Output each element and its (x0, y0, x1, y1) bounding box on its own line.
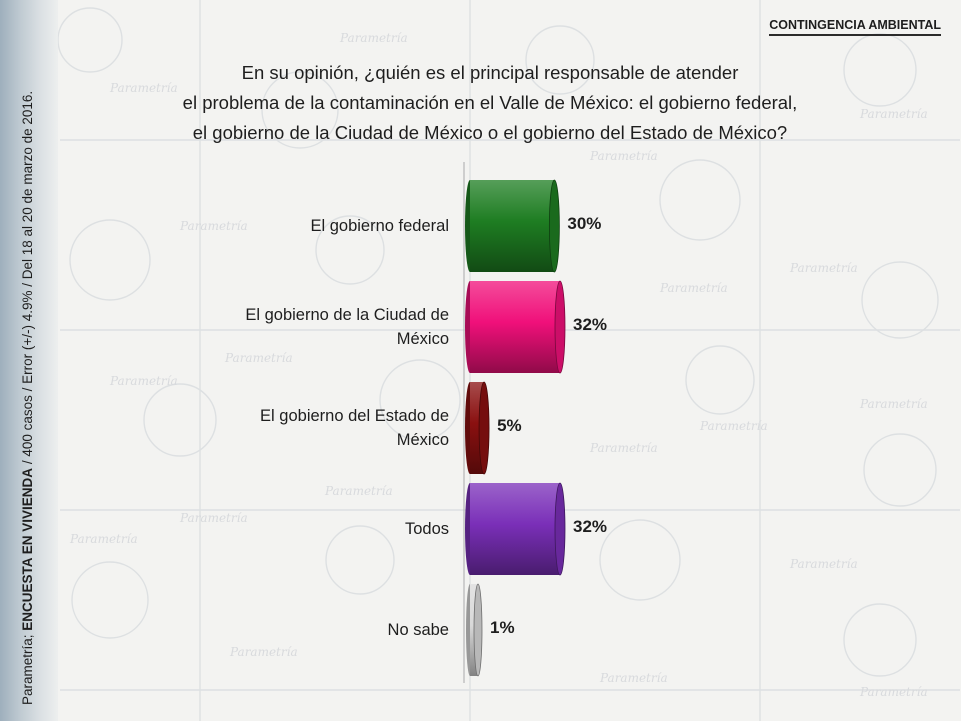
category-label: El gobierno de la Ciudad de México (209, 303, 449, 351)
data-label: 1% (490, 618, 515, 637)
watermark-text: Parametría (589, 441, 658, 455)
question-title: En su opinión, ¿quién es el principal re… (160, 58, 820, 148)
watermark-text: Parametría (789, 261, 858, 275)
bar-cap-right (548, 179, 560, 273)
bar (470, 281, 560, 373)
watermark-text: Parametría (179, 511, 248, 525)
section-tag: CONTINGENCIA AMBIENTAL (769, 18, 941, 36)
question-line: el gobierno de la Ciudad de México o el … (192, 122, 788, 143)
watermark-text: Parametría (69, 532, 138, 546)
category-label-line: No sabe (387, 621, 449, 639)
watermark-text: Parametría (699, 419, 768, 433)
watermark-text: Parametría (789, 557, 858, 571)
bar (470, 180, 555, 272)
category-label: Todos (209, 517, 449, 541)
category-label: El gobierno federal (209, 214, 449, 238)
category-label-line: El gobierno de la Ciudad de (245, 306, 449, 324)
watermark-text: Parametría (589, 149, 658, 163)
bar (470, 483, 560, 575)
data-label: 32% (573, 315, 608, 334)
bar-cap-right (473, 583, 483, 677)
question-line: En su opinión, ¿quién es el principal re… (241, 62, 739, 83)
category-label-line: Todos (404, 520, 449, 538)
bar-cap-right (554, 280, 566, 374)
category-label-line: México (396, 431, 449, 449)
category-label: No sabe (209, 618, 449, 642)
watermark-text: Parametría (109, 374, 178, 388)
category-label-line: México (396, 330, 449, 348)
watermark-text: Parametría (109, 81, 178, 95)
data-label: 30% (567, 214, 602, 233)
data-label: 32% (573, 517, 608, 536)
category-label-line: El gobierno federal (310, 217, 449, 235)
watermark-text: Parametría (859, 397, 928, 411)
watermark-text: Parametría (324, 484, 393, 498)
data-label: 5% (497, 416, 522, 435)
watermark-text: Parametría (859, 107, 928, 121)
decorative-left-strip (0, 0, 58, 721)
category-label-line: El gobierno del Estado de (260, 407, 449, 425)
watermark-text: Parametría (339, 31, 408, 45)
bar-cap-right (554, 482, 566, 576)
watermark-text: Parametría (859, 685, 928, 699)
watermark-text: Parametría (229, 645, 298, 659)
bar-cap-right (478, 381, 490, 475)
watermark-text: Parametría (659, 281, 728, 295)
watermark-text: Parametría (224, 351, 293, 365)
watermark-text: Parametría (179, 219, 248, 233)
watermark-text: Parametría (599, 671, 668, 685)
category-label: El gobierno del Estado de México (209, 404, 449, 452)
question-line: el problema de la contaminación en el Va… (182, 92, 798, 113)
